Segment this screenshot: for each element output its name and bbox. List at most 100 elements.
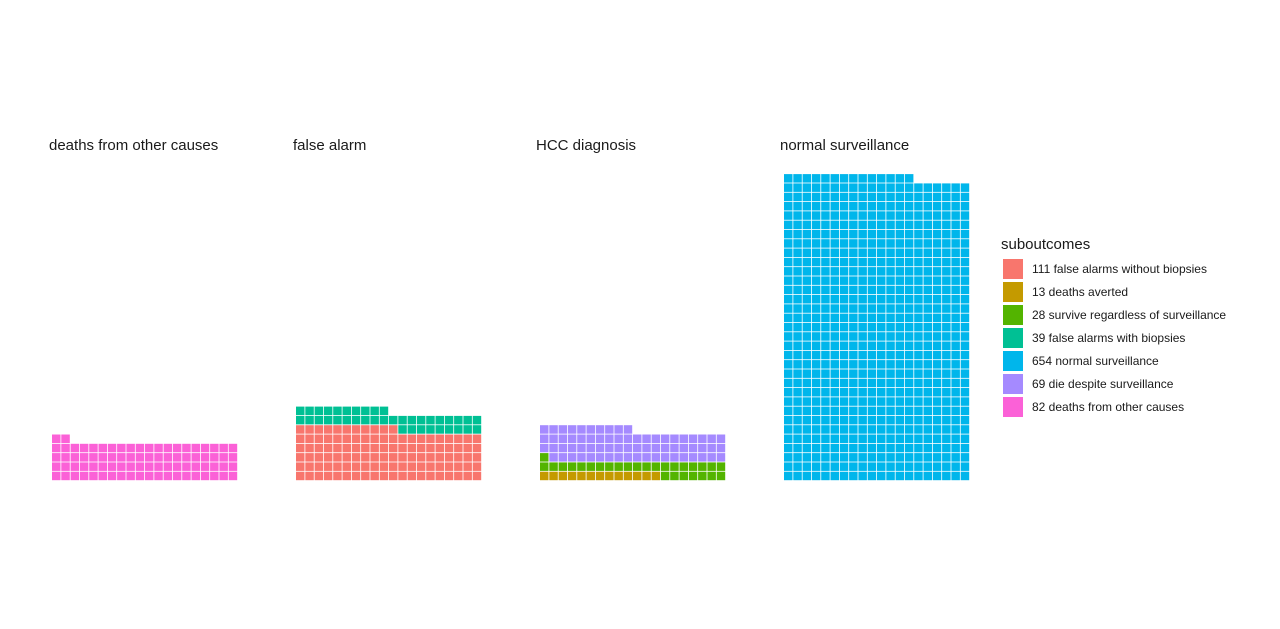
waffle-cell (679, 453, 688, 462)
waffle-cell (904, 322, 914, 332)
waffle-cell (595, 434, 605, 443)
waffle-cell (886, 192, 895, 202)
waffle-cell (932, 313, 942, 323)
waffle-cell (811, 313, 821, 323)
waffle-cell (914, 332, 923, 341)
waffle-cell (839, 285, 849, 295)
waffle-cell (886, 248, 895, 257)
waffle-cell (858, 453, 867, 462)
waffle-cell (886, 285, 895, 295)
waffle-cell (830, 434, 839, 443)
waffle-cell (52, 462, 61, 471)
waffle-cell (802, 415, 812, 425)
waffle-cell (914, 388, 923, 397)
waffle-cell (811, 183, 821, 192)
waffle-cell (79, 462, 89, 471)
waffle-cell (951, 388, 960, 397)
waffle-cell (886, 453, 895, 462)
waffle-cell (802, 295, 812, 304)
waffle-cell (923, 360, 932, 369)
waffle-cell (389, 425, 398, 434)
waffle-cell (558, 471, 568, 481)
waffle-cell (802, 313, 812, 323)
waffle-cell (839, 267, 849, 276)
waffle-cell (867, 443, 877, 453)
legend-label: 69 die despite surveillance (1032, 377, 1174, 391)
waffle-cell (821, 174, 830, 183)
waffle-cell (821, 248, 830, 257)
waffle-cell (895, 202, 905, 211)
waffle-cell (877, 220, 886, 230)
waffle-cell (407, 453, 417, 462)
waffle-cell (821, 211, 830, 220)
waffle-cell (849, 304, 858, 313)
waffle-cell (821, 397, 830, 406)
waffle-cell (839, 378, 849, 388)
waffle-cell (163, 453, 173, 462)
waffle-cell (342, 406, 351, 416)
waffle-cell (811, 267, 821, 276)
waffle-cell (960, 183, 970, 192)
waffle-cell (877, 360, 886, 369)
waffle-cell (914, 295, 923, 304)
waffle-cell (960, 211, 970, 220)
waffle-cell (323, 406, 333, 416)
waffle-cell (895, 434, 905, 443)
facet-title: false alarm (293, 137, 366, 154)
waffle-cell (793, 211, 802, 220)
waffle-cell (154, 471, 163, 481)
waffle-cell (172, 462, 182, 471)
facet-panels: deaths from other causes false alarm HCC d… (49, 137, 970, 481)
waffle-cell (942, 350, 951, 360)
waffle-cell (784, 341, 793, 350)
waffle-cell (802, 257, 812, 267)
waffle-cell (811, 462, 821, 471)
waffle-cell (895, 174, 905, 183)
waffle-cell (333, 471, 342, 481)
waffle-cell (228, 471, 238, 481)
waffle-cell (172, 453, 182, 462)
waffle-cell (904, 183, 914, 192)
waffle-cell (886, 229, 895, 239)
waffle-cell (567, 425, 577, 434)
waffle-cell (904, 332, 914, 341)
waffle-cell (951, 304, 960, 313)
waffle-cell (849, 378, 858, 388)
waffle-cell (698, 434, 707, 443)
waffle-cell (904, 471, 914, 481)
waffle-cell (932, 350, 942, 360)
waffle-cell (361, 425, 370, 434)
waffle-cell (858, 388, 867, 397)
waffle-cell (351, 425, 361, 434)
waffle-cell (877, 425, 886, 434)
waffle-cell (849, 425, 858, 434)
waffle-cell (793, 332, 802, 341)
waffle-cell (623, 443, 633, 453)
waffle-cell (558, 453, 568, 462)
waffle-cell (61, 443, 70, 453)
waffle-cell (895, 415, 905, 425)
waffle-cell (370, 471, 379, 481)
waffle-cell (454, 443, 463, 453)
waffle-cell (633, 471, 642, 481)
waffle-cell (839, 192, 849, 202)
waffle-cell (821, 388, 830, 397)
waffle-cell (923, 471, 932, 481)
waffle-cell (389, 471, 398, 481)
waffle-cell (784, 313, 793, 323)
waffle-cell (877, 462, 886, 471)
waffle-cell (932, 322, 942, 332)
waffle-cell (342, 425, 351, 434)
waffle-cell (540, 434, 549, 443)
waffle-cell (951, 453, 960, 462)
waffle-cell (886, 220, 895, 230)
waffle-cell (849, 229, 858, 239)
waffle-cell (960, 388, 970, 397)
waffle-cell (793, 350, 802, 360)
waffle-cell (923, 462, 932, 471)
waffle-cell (951, 462, 960, 471)
facet-panel: false alarm (293, 137, 482, 481)
waffle-cell (951, 211, 960, 220)
waffle-cell (323, 471, 333, 481)
waffle-cell (904, 276, 914, 285)
